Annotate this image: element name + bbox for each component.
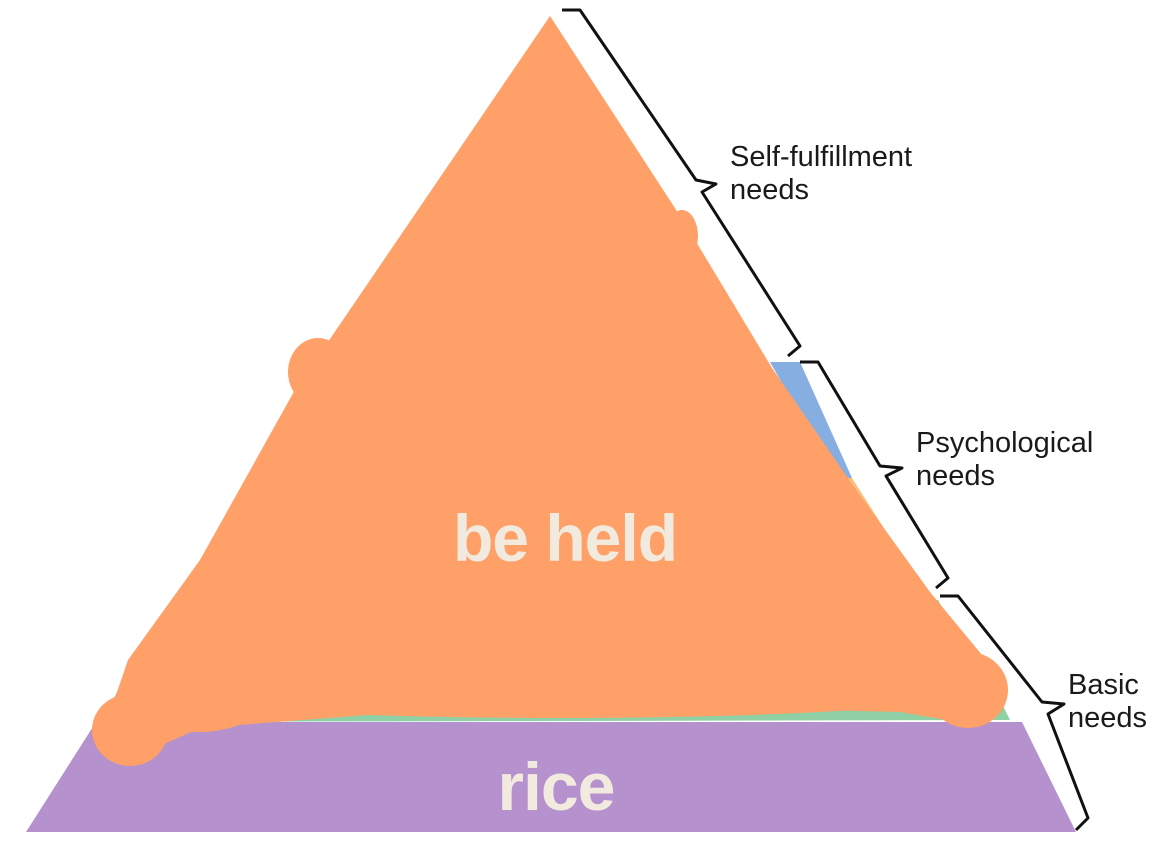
bracket-label-self-fulfillment: Self-fulfillment needs: [730, 141, 912, 207]
tier-blue-sliver: [770, 362, 852, 478]
scribble-text-bottom: rice: [497, 749, 616, 825]
bracket-self-fulfillment: [562, 8, 802, 358]
bracket-label-line: Basic: [1068, 669, 1139, 701]
bracket-label-psychological: Psychological needs: [916, 427, 1093, 493]
bracket-label-line: Self-fulfillment: [730, 141, 913, 173]
bracket-basic: [940, 594, 1090, 832]
basic-needs-band: [26, 722, 1076, 832]
scribble-text-top: be held: [452, 501, 678, 575]
bracket-label-line: needs: [730, 174, 810, 206]
bracket-label-line: Psychological: [916, 427, 1094, 459]
orange-scribble: [92, 16, 1008, 766]
bracket-psychological: [800, 360, 950, 590]
bracket-label-line: needs: [1068, 702, 1148, 734]
bracket-label-basic: Basic needs: [1068, 669, 1147, 735]
bracket-label-line: needs: [916, 460, 996, 492]
